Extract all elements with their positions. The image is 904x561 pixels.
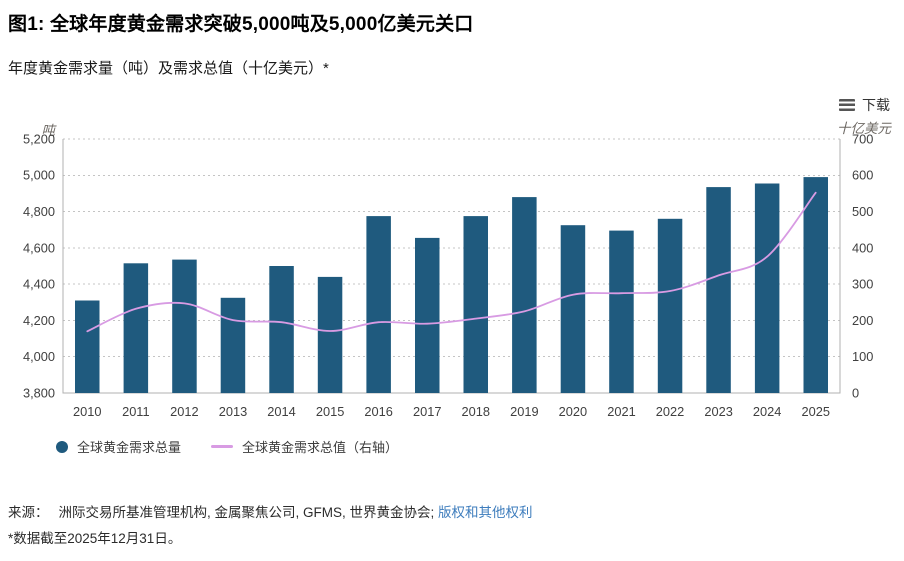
x-axis-label: 2020 [559, 404, 587, 419]
chart-plot-area: 5,200 700 5,000 600 4,800 500 4,600 400 4,400 300… [23, 131, 873, 419]
rights-link[interactable]: 版权和其他权利 [438, 505, 533, 520]
bar-2015 [317, 276, 343, 393]
right-axis-unit: 十亿美元 [837, 121, 891, 136]
left-axis-tick: 5,200 [23, 131, 55, 146]
x-axis-label: 2023 [704, 404, 732, 419]
bar-2013 [220, 297, 246, 394]
right-axis-tick: 200 [852, 313, 873, 328]
chart-subtitle: 年度黄金需求量（吨）及需求总值（十亿美元）* [8, 60, 329, 77]
axis-border [62, 139, 841, 394]
line-series-swatch-icon [211, 445, 234, 448]
legend-item-demand-volume[interactable]: 全球黄金需求总量 [56, 437, 181, 456]
chart-legend: 全球黄金需求总量 全球黄金需求总值（右轴） [56, 437, 398, 456]
page-title: 图1: 全球年度黄金需求突破5,000吨及5,000亿美元关口 [8, 14, 474, 35]
x-axis-label: 2014 [267, 404, 295, 419]
bar-2025 [803, 177, 828, 393]
right-axis-tick: 100 [852, 349, 873, 364]
x-axis-label: 2015 [316, 404, 344, 419]
footnote: *数据截至2025年12月31日。 [8, 531, 182, 546]
x-axis-label: 2021 [607, 404, 635, 419]
right-axis-tick: 400 [852, 240, 873, 255]
bar-2018 [463, 216, 488, 393]
x-axis-label: 2010 [73, 404, 101, 419]
bar-2020 [560, 225, 586, 393]
left-axis-tick: 5,000 [23, 168, 55, 183]
right-axis-tick: 600 [852, 168, 873, 183]
source-label: 来源： [8, 505, 49, 520]
download-label: 下载 [862, 97, 890, 113]
demand-value-line [86, 191, 817, 333]
x-axis-label: 2019 [510, 404, 538, 419]
bar-2011 [123, 263, 149, 393]
left-axis-tick: 4,600 [23, 240, 55, 255]
left-axis-tick: 4,200 [23, 313, 55, 328]
bar-2022 [657, 218, 683, 393]
bar-2024 [754, 183, 780, 393]
left-axis-tick: 4,000 [23, 349, 55, 364]
left-axis-tick: 4,800 [23, 204, 55, 219]
legend-label-demand-volume: 全球黄金需求总量 [77, 440, 182, 455]
legend-item-demand-value[interactable]: 全球黄金需求总值（右轴） [211, 437, 398, 456]
right-axis-tick: 500 [852, 204, 873, 219]
download-menu-icon [839, 99, 855, 111]
left-axis-tick: 4,400 [23, 277, 55, 292]
x-axis-label: 2011 [122, 404, 150, 419]
left-axis-tick: 3,800 [23, 385, 55, 400]
bar-2023 [706, 187, 731, 393]
x-axis-label: 2012 [170, 404, 198, 419]
bar-2021 [609, 230, 634, 393]
bar-2019 [512, 197, 537, 393]
x-axis-label: 2013 [219, 404, 247, 419]
bar-2016 [366, 216, 391, 393]
x-axis-label: 2022 [656, 404, 684, 419]
x-axis-label: 2024 [753, 404, 781, 419]
x-axis-label: 2016 [364, 404, 392, 419]
download-button[interactable]: 下载 [839, 95, 890, 115]
right-axis-tick: 300 [852, 277, 873, 292]
bar-2010 [75, 300, 100, 393]
source-note: 来源： 洲际交易所基准管理机构, 金属聚焦公司, GFMS, 世界黄金协会; 版权… [8, 501, 533, 521]
x-axis-label: 2018 [462, 404, 490, 419]
right-axis-tick: 700 [852, 131, 873, 146]
bar-2012 [172, 259, 197, 393]
right-axis-tick: 0 [852, 385, 859, 400]
bar-2017 [415, 237, 440, 393]
left-axis-unit: 吨 [41, 123, 56, 138]
x-axis-label: 2025 [801, 404, 829, 419]
bar-series-swatch-icon [56, 440, 68, 453]
source-text: 洲际交易所基准管理机构, 金属聚焦公司, GFMS, 世界黄金协会; [58, 505, 435, 520]
legend-label-demand-value: 全球黄金需求总值（右轴） [242, 440, 399, 455]
x-axis-label: 2017 [413, 404, 441, 419]
bar-2014 [269, 266, 294, 393]
